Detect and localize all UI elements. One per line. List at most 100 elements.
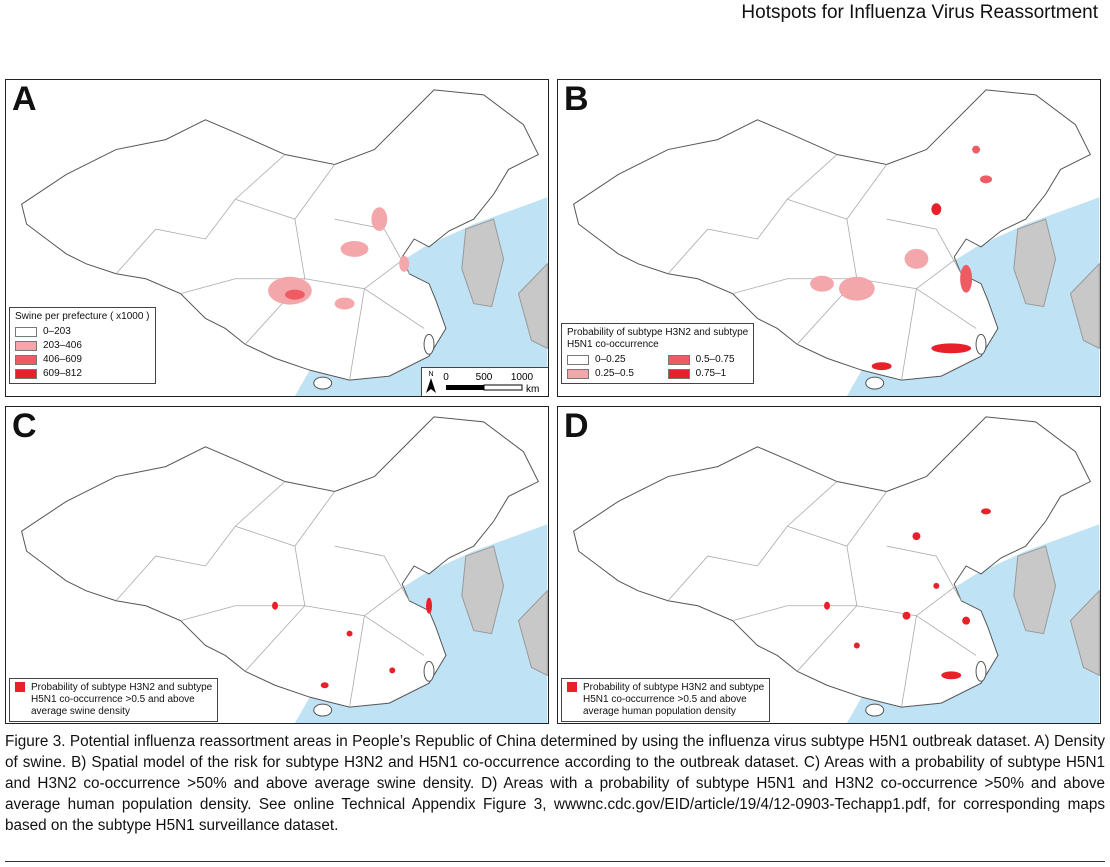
legend-swatch <box>667 355 690 365</box>
scale-unit: km <box>526 384 539 395</box>
legend-title: Probability of subtype H3N2 and subtype H… <box>567 327 748 351</box>
panel-label: D <box>564 407 589 445</box>
rule <box>5 861 1105 862</box>
legend-title: Probability of subtype H3N2 and subtype H… <box>567 682 764 718</box>
scale-bar-black <box>446 385 484 390</box>
legend-label: 0.5–0.75 <box>695 354 735 365</box>
hainan <box>865 703 885 717</box>
scale-tick-label: 0 <box>443 372 449 383</box>
map-panel: C Probability of subtype H3N2 and subtype… <box>5 406 549 724</box>
hotspot <box>962 616 971 625</box>
legend-title-line: H5N1 co-occurrence >0.5 and above <box>31 694 195 705</box>
korea <box>1013 545 1057 635</box>
legend-item: 0.25–0.5 <box>567 368 648 380</box>
legend-title-line: average human population density <box>583 706 736 717</box>
hotspot <box>931 203 942 216</box>
hotspot <box>334 297 355 310</box>
legend-items: 0–0.25 0.25–0.5 0.5–0.75 0.75–1 <box>567 354 748 380</box>
hotspot <box>284 289 305 300</box>
hotspot <box>389 667 396 674</box>
province-border <box>364 615 425 656</box>
legend-title: Probability of subtype H3N2 and subtype H… <box>15 682 212 718</box>
hotspot <box>371 207 388 232</box>
legend-title-line: Swine per prefecture ( x1000 ) <box>15 311 150 322</box>
legend-title-line: H5N1 co-occurrence <box>567 339 659 350</box>
map-panel: A Swine per prefecture ( x1000 ) 0–203 203–… <box>5 79 549 397</box>
hotspot <box>981 508 991 515</box>
province-border <box>115 154 286 275</box>
hainan <box>313 703 333 717</box>
province-border <box>334 545 410 601</box>
legend-item: 609–812 <box>15 368 150 380</box>
legend-title-text: Swine per prefecture ( x1000 ) <box>15 311 150 323</box>
china <box>21 416 540 708</box>
legend-title-text: Probability of subtype H3N2 and subtype H… <box>583 682 764 718</box>
hotspot <box>340 240 369 257</box>
legend-swatch <box>15 355 37 365</box>
korea <box>1013 218 1057 308</box>
hotspot <box>933 582 940 589</box>
taiwan <box>423 660 435 682</box>
hotspot <box>902 611 911 620</box>
hainan <box>865 376 885 390</box>
hotspot <box>346 630 353 637</box>
province-border <box>916 288 977 329</box>
map-panel: D Probability of subtype H3N2 and subtype… <box>557 406 1101 724</box>
hotspot <box>320 682 329 689</box>
legend-swatch <box>567 369 589 379</box>
province-border <box>732 605 857 622</box>
taiwan <box>423 333 435 355</box>
legend-swatch <box>567 355 589 365</box>
japan <box>517 589 548 677</box>
legend: Probability of subtype H3N2 and subtype H… <box>9 678 219 722</box>
province-border <box>886 545 962 601</box>
legend: Probability of subtype H3N2 and subtype H… <box>561 678 771 722</box>
legend-title-line: Probability of subtype H3N2 and subtype <box>567 327 749 338</box>
legend-title-line: average swine density <box>31 706 130 717</box>
hotspot <box>399 255 410 272</box>
hotspot <box>838 276 875 301</box>
scale-tick-label: 1000 <box>511 372 534 383</box>
hotspot <box>941 671 962 680</box>
taiwan <box>975 660 987 682</box>
hotspot <box>824 601 830 610</box>
legend-item: 0–203 <box>15 326 150 338</box>
panel-label: B <box>564 80 589 118</box>
province-border <box>364 585 405 616</box>
hotspot <box>960 264 973 293</box>
hotspot <box>426 597 433 614</box>
japan <box>1069 262 1100 350</box>
legend: Probability of subtype H3N2 and subtype H… <box>561 323 755 384</box>
hotspot <box>980 175 992 184</box>
legend-swatch <box>15 682 25 692</box>
legend-items: 0–203 203–406 406–609 609–812 <box>15 326 150 380</box>
legend-swatch <box>15 327 37 337</box>
japan <box>1069 589 1100 677</box>
legend-swatch <box>667 369 690 379</box>
panel-label: C <box>12 407 37 445</box>
map <box>21 89 548 396</box>
legend-title: Swine per prefecture ( x1000 ) <box>15 311 150 323</box>
figure-caption: Figure 3. Potential influenza reassortme… <box>5 733 1105 834</box>
legend-label: 609–812 <box>43 368 82 379</box>
province-border <box>364 288 425 329</box>
legend-title-line: H5N1 co-occurrence >0.5 and above <box>583 694 747 705</box>
korea <box>461 545 505 635</box>
legend-item: 0–0.25 <box>567 354 648 366</box>
china <box>573 89 1092 381</box>
province-border <box>364 258 405 289</box>
legend: Swine per prefecture ( x1000 ) 0–203 203–4… <box>9 307 156 384</box>
legend-item: 203–406 <box>15 340 150 352</box>
legend-item: 0.5–0.75 <box>667 354 749 366</box>
hotspot <box>931 343 972 354</box>
north-label: N <box>428 371 433 378</box>
legend-label: 0.75–1 <box>695 368 727 379</box>
hotspot <box>810 275 834 292</box>
taiwan <box>975 333 987 355</box>
province-border <box>180 605 305 622</box>
scale-box: N 0 500 1000 km <box>421 367 548 396</box>
legend-title-line: Probability of subtype H3N2 and subtype <box>583 682 765 693</box>
panel-label: A <box>12 80 37 118</box>
